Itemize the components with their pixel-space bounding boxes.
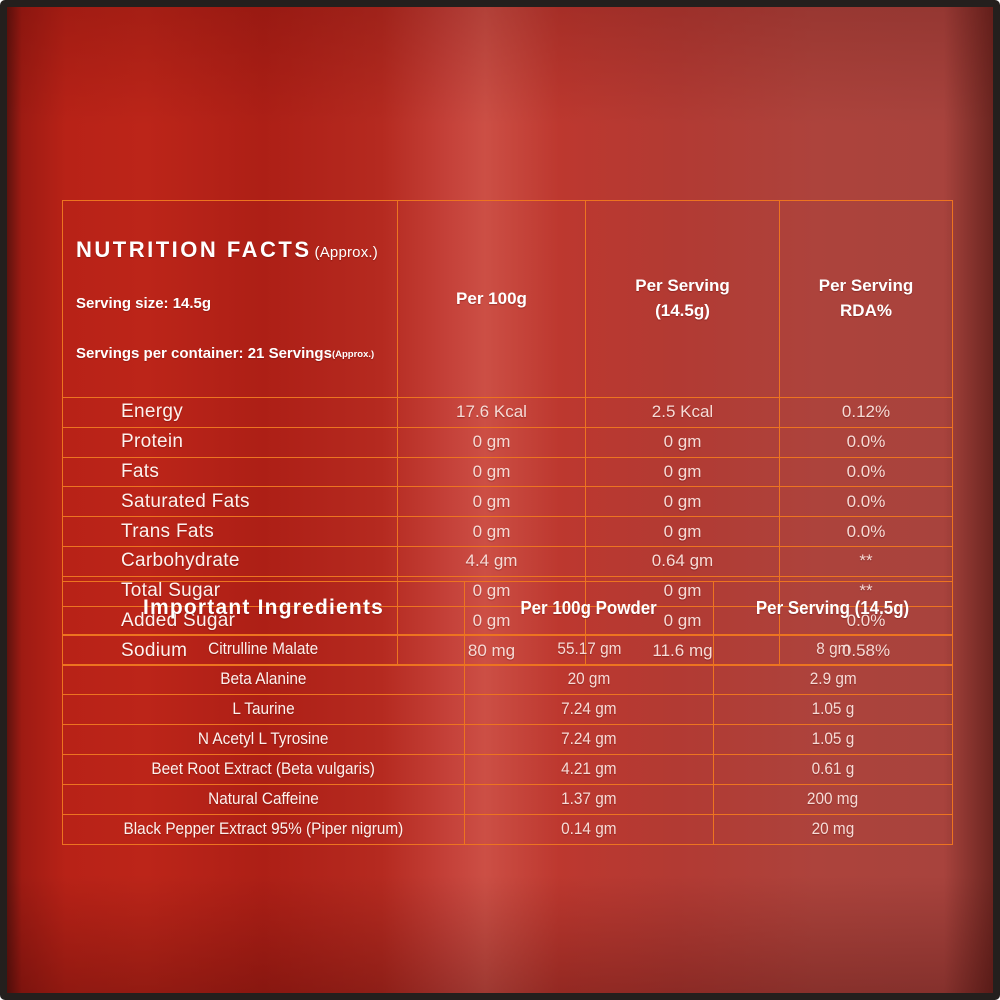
- nutrient-rda-value: 0.0%: [779, 426, 953, 458]
- ingredient-name: Beet Root Extract (Beta vulgaris): [62, 754, 465, 785]
- nutrient-name: Energy: [62, 396, 398, 428]
- nutrient-per-100g-value: 0 gm: [397, 456, 586, 488]
- nutrient-per-100g-value: 17.6 Kcal: [397, 396, 586, 428]
- nutrition-table-row: Trans Fats 0 gm 0 gm 0.0%: [62, 516, 953, 547]
- ingredient-name: N Acetyl L Tyrosine: [62, 724, 465, 755]
- nutrition-title-text: NUTRITION FACTS: [76, 236, 312, 262]
- ingredient-table-row: Natural Caffeine 1.37 gm 200 mg: [62, 784, 953, 815]
- serving-size: Serving size: 14.5g: [76, 295, 212, 313]
- nutrient-per-100g-value: 4.4 gm: [397, 545, 586, 577]
- ingredient-per-serving-value: 8 gm: [713, 634, 953, 665]
- ingredient-per-100g-value: 7.24 gm: [464, 694, 714, 725]
- nutrient-name: Protein: [62, 426, 398, 458]
- ingredients-title-cell: Important Ingredients: [62, 581, 465, 635]
- nutrient-rda-value: 0.0%: [779, 486, 953, 518]
- ingredient-per-100g-value: 1.37 gm: [464, 784, 714, 815]
- servings-per-container: Servings per container: 21 Servings(Appr…: [76, 344, 375, 362]
- servings-approx: (Approx.): [331, 348, 375, 360]
- nutrient-rda-value: 0.0%: [779, 516, 953, 547]
- nutrition-table-row: Energy 17.6 Kcal 2.5 Kcal 0.12%: [62, 396, 953, 428]
- column-header-per-100g-powder: Per 100g Powder: [464, 581, 714, 635]
- ingredient-table-row: Citrulline Malate 55.17 gm 8 gm: [62, 634, 953, 665]
- ingredient-per-100g-value: 20 gm: [464, 664, 714, 695]
- nutrient-per-serving-value: 0 gm: [585, 456, 780, 488]
- nutrition-table-row: Fats 0 gm 0 gm 0.0%: [62, 456, 953, 488]
- nutrient-name: Carbohydrate: [62, 545, 398, 577]
- ingredient-per-100g-value: 7.24 gm: [464, 724, 714, 755]
- ingredient-per-100g-value: 0.14 gm: [464, 814, 714, 845]
- ingredient-table-row: N Acetyl L Tyrosine 7.24 gm 1.05 g: [62, 724, 953, 755]
- column-header-per-serving-14-5g: Per Serving (14.5g): [713, 581, 953, 635]
- ingredient-name: Citrulline Malate: [62, 634, 465, 665]
- ingredient-per-serving-value: 2.9 gm: [713, 664, 953, 695]
- nutrient-per-serving-value: 2.5 Kcal: [585, 396, 780, 428]
- nutrition-header-row: NUTRITION FACTS (Approx.) Serving size: 1…: [62, 200, 953, 398]
- ingredient-name: Natural Caffeine: [62, 784, 465, 815]
- nutrition-facts-header-cell: NUTRITION FACTS (Approx.) Serving size: 1…: [62, 200, 398, 398]
- ingredient-per-100g-value: 4.21 gm: [464, 754, 714, 785]
- column-header-per-100g: Per 100g: [397, 200, 586, 398]
- ingredient-per-serving-value: 1.05 g: [713, 694, 953, 725]
- ingredient-per-100g-value: 55.17 gm: [464, 634, 714, 665]
- nutrient-name: Trans Fats: [62, 516, 398, 547]
- column-header-per-serving-rda: Per Serving RDA%: [779, 200, 953, 398]
- ingredient-name: Black Pepper Extract 95% (Piper nigrum): [62, 814, 465, 845]
- nutrient-per-100g-value: 0 gm: [397, 516, 586, 547]
- column-header-per-serving: Per Serving (14.5g): [585, 200, 780, 398]
- nutrient-rda-value: 0.12%: [779, 396, 953, 428]
- ingredient-per-serving-value: 200 mg: [713, 784, 953, 815]
- ingredient-per-serving-value: 0.61 g: [713, 754, 953, 785]
- ingredient-table-row: Beet Root Extract (Beta vulgaris) 4.21 g…: [62, 754, 953, 785]
- ingredients-header-row: Important Ingredients Per 100g Powder Pe…: [62, 581, 953, 635]
- nutrient-per-100g-value: 0 gm: [397, 486, 586, 518]
- ingredients-title: Important Ingredients: [142, 596, 385, 619]
- ingredient-name: Beta Alanine: [62, 664, 465, 695]
- nutrition-table-row: Protein 0 gm 0 gm 0.0%: [62, 426, 953, 458]
- nutrition-title: NUTRITION FACTS (Approx.): [76, 234, 391, 266]
- ingredient-table-row: L Taurine 7.24 gm 1.05 g: [62, 694, 953, 725]
- ingredient-per-serving-value: 1.05 g: [713, 724, 953, 755]
- nutrient-name: Saturated Fats: [62, 486, 398, 518]
- nutrient-per-serving-value: 0 gm: [585, 516, 780, 547]
- ingredient-per-serving-value: 20 mg: [713, 814, 953, 845]
- nutrient-per-100g-value: 0 gm: [397, 426, 586, 458]
- nutrient-rda-value: 0.0%: [779, 456, 953, 488]
- nutrient-name: Fats: [62, 456, 398, 488]
- nutrition-table-row: Saturated Fats 0 gm 0 gm 0.0%: [62, 486, 953, 518]
- ingredient-table-row: Black Pepper Extract 95% (Piper nigrum) …: [62, 814, 953, 845]
- nutrient-per-serving-value: 0 gm: [585, 426, 780, 458]
- nutrient-per-serving-value: 0 gm: [585, 486, 780, 518]
- ingredient-table-row: Beta Alanine 20 gm 2.9 gm: [62, 664, 953, 695]
- ingredient-name: L Taurine: [62, 694, 465, 725]
- nutrition-table-row: Carbohydrate 4.4 gm 0.64 gm **: [62, 545, 953, 577]
- important-ingredients-table: Important Ingredients Per 100g Powder Pe…: [62, 581, 953, 845]
- nutrient-rda-value: **: [779, 545, 953, 577]
- nutrient-per-serving-value: 0.64 gm: [585, 545, 780, 577]
- nutrition-title-approx: (Approx.): [314, 243, 378, 261]
